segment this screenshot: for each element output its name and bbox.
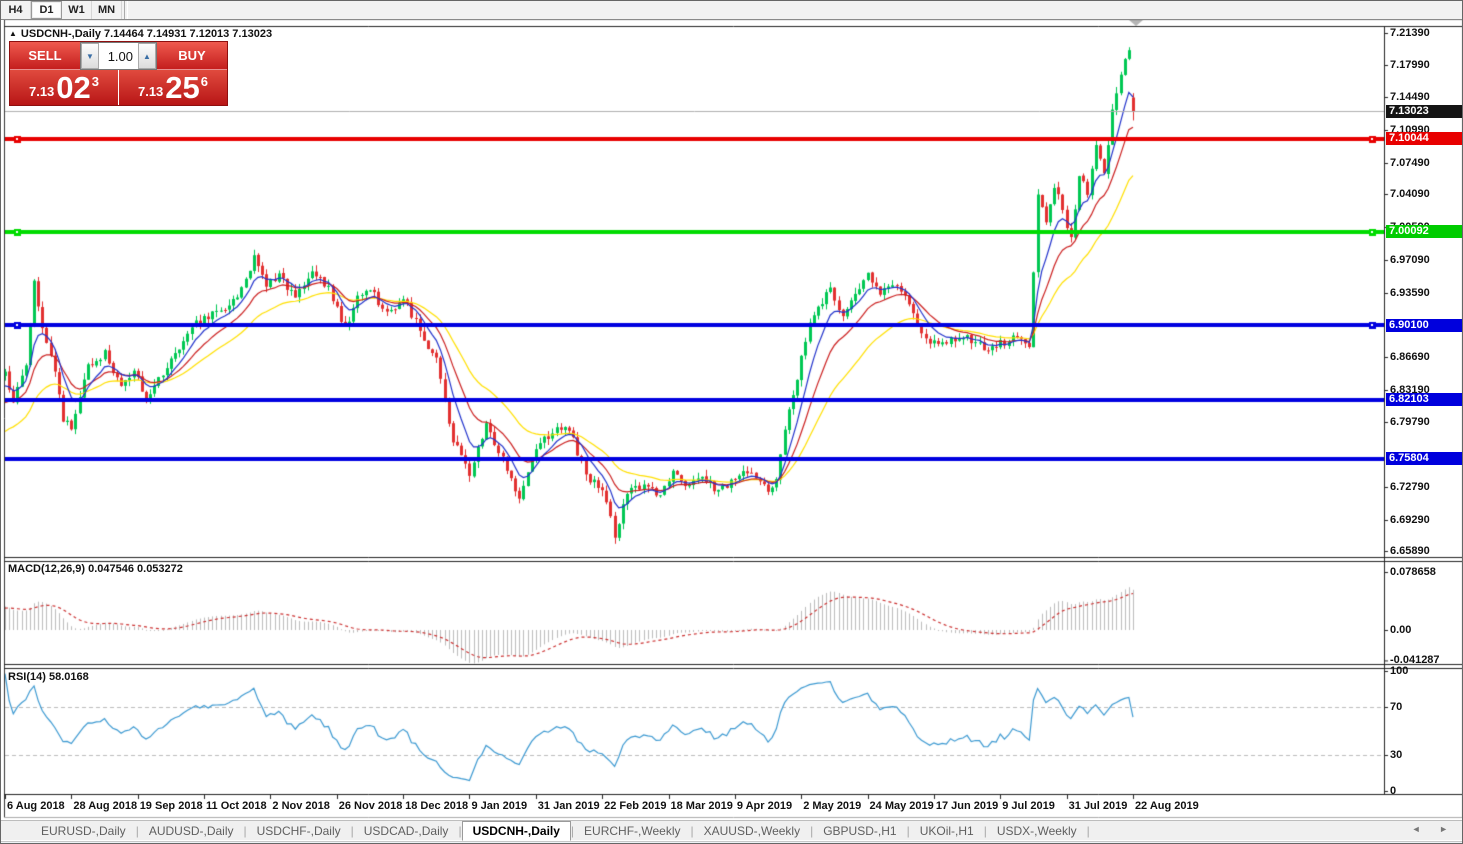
chart-tab-gbpusd[interactable]: GBPUSD-,H1 (823, 823, 897, 838)
buy-price-sup: 6 (200, 74, 209, 89)
chart-tab-eurchf[interactable]: EURCHF-,Weekly (584, 823, 681, 838)
chart-tab-usdchf[interactable]: USDCHF-,Daily (256, 823, 341, 838)
timeframe-button-h4[interactable]: H4 (1, 1, 31, 19)
chart-tab-usdcad[interactable]: USDCAD-,Daily (363, 823, 449, 838)
timeframe-button-mn[interactable]: MN (92, 1, 122, 19)
toolbar-divider (124, 1, 128, 19)
tab-separator: | (1086, 823, 1090, 838)
tab-separator: | (906, 823, 910, 838)
chart-tab-bar: EURUSD-,Daily | AUDUSD-,Daily | USDCHF-,Dail… (1, 820, 1462, 841)
sell-price-display[interactable]: 7.13 02 3 (10, 70, 119, 105)
chart-tab-ukoil[interactable]: UKOil-,H1 (919, 823, 974, 838)
volume-spinner: ▼ 1.00 ▲ (80, 42, 157, 70)
volume-value[interactable]: 1.00 (107, 48, 133, 64)
tab-separator: | (810, 823, 814, 838)
tab-separator: | (458, 823, 462, 838)
buy-price-big: 25 (165, 70, 200, 105)
status-strip (1, 841, 1462, 843)
sell-price-big: 02 (56, 70, 91, 105)
tab-separator: | (243, 823, 247, 838)
volume-increase-button[interactable]: ▲ (138, 43, 156, 69)
chart-tab-usdx[interactable]: USDX-,Weekly (996, 823, 1077, 838)
timeframe-button-w1[interactable]: W1 (62, 1, 92, 19)
tab-separator: | (570, 823, 575, 838)
tab-separator: | (983, 823, 987, 838)
sell-price-prefix: 7.13 (28, 84, 55, 99)
timeframe-button-d1[interactable]: D1 (31, 1, 62, 19)
chart-tab-audusd[interactable]: AUDUSD-,Daily (148, 823, 234, 838)
tab-scroll-arrows[interactable]: ◄ ► (1411, 824, 1456, 834)
sell-price-sup: 3 (91, 74, 100, 89)
sell-button[interactable]: SELL (10, 42, 80, 70)
chart-tab-usdcnh[interactable]: USDCNH-,Daily (461, 820, 571, 841)
timeframe-toolbar: H4 D1 W1 MN (1, 1, 1462, 20)
tab-separator: | (690, 823, 694, 838)
buy-price-prefix: 7.13 (137, 84, 164, 99)
one-click-trade-panel: SELL ▼ 1.00 ▲ BUY 7.13 02 3 7.13 25 6 (9, 41, 228, 106)
volume-decrease-button[interactable]: ▼ (81, 43, 99, 69)
buy-button[interactable]: BUY (157, 42, 227, 70)
tab-separator: | (350, 823, 354, 838)
chart-tab-eurusd[interactable]: EURUSD-,Daily (41, 823, 126, 838)
buy-price-display[interactable]: 7.13 25 6 (119, 70, 227, 105)
tab-separator: | (135, 823, 139, 838)
chart-tab-xauusd[interactable]: XAUUSD-,Weekly (703, 823, 801, 838)
